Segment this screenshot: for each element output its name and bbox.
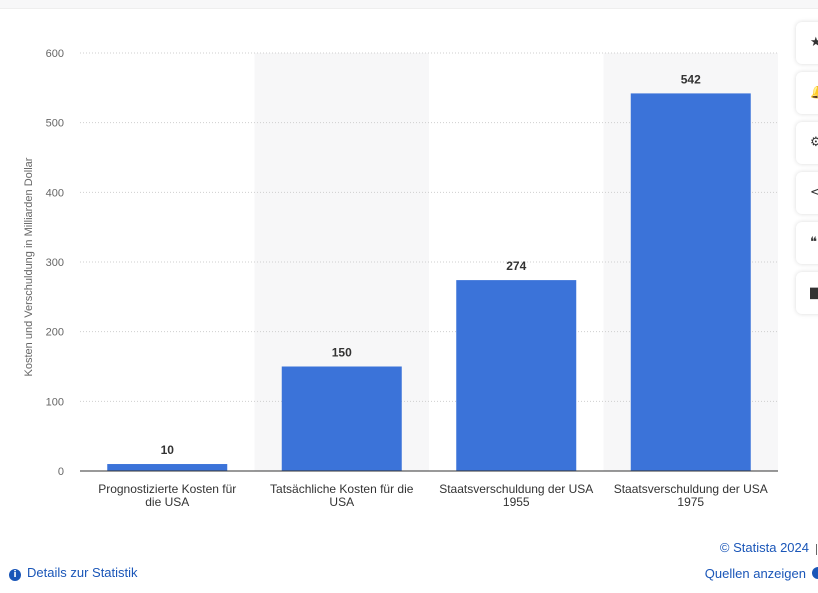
- y-tick-label: 600: [46, 48, 64, 60]
- show-sources-label: Quellen anzeigen: [704, 566, 806, 581]
- x-tick-label: 1955: [503, 495, 530, 509]
- quote-icon: ❝: [810, 236, 817, 250]
- quote-button[interactable]: ❝: [796, 222, 818, 264]
- bar-chart: 0 100 200 300 400 500 600 Kosten und Verschuldu…: [23, 48, 778, 509]
- statistic-details-link[interactable]: i Details zur Statistik: [9, 565, 138, 581]
- print-button[interactable]: ▆: [796, 272, 818, 314]
- bar: [107, 464, 228, 471]
- data-label: 10: [161, 443, 175, 457]
- bar: [456, 280, 577, 471]
- bar: [630, 93, 751, 471]
- y-tick-label: 400: [46, 187, 64, 199]
- share-icon: <: [810, 186, 818, 200]
- y-tick-label: 500: [46, 118, 64, 130]
- x-tick-label: Staatsverschuldung der USA: [439, 482, 593, 496]
- data-label: 542: [681, 72, 701, 86]
- y-axis-label: Kosten und Verschuldung in Milliarden Do…: [23, 157, 35, 376]
- star-button[interactable]: ★: [796, 22, 818, 64]
- x-tick-label: Prognostizierte Kosten für: [98, 482, 236, 496]
- x-tick-label: die USA: [145, 495, 189, 509]
- info-icon: [812, 567, 818, 579]
- print-icon: ▆: [810, 286, 818, 300]
- y-tick-label: 200: [46, 327, 64, 339]
- top-strip: [0, 0, 818, 9]
- gear-icon: ⚙: [810, 136, 818, 150]
- statistic-details-label: Details zur Statistik: [27, 565, 138, 580]
- footer-right: © Statista 2024 Quellen anzeigen: [705, 540, 818, 581]
- x-tick-label: Tatsächliche Kosten für die: [270, 482, 414, 496]
- y-tick-label: 300: [46, 257, 64, 269]
- show-sources-link[interactable]: Quellen anzeigen: [705, 566, 818, 581]
- data-label: 150: [332, 346, 352, 360]
- chart-toolbar: ★ 🔔 ⚙ < ❝ ▆: [796, 22, 818, 322]
- x-tick-label: 1975: [677, 495, 704, 509]
- y-tick-label: 0: [58, 466, 64, 478]
- data-label: 274: [506, 259, 526, 273]
- x-tick-label: USA: [329, 495, 354, 509]
- gear-button[interactable]: ⚙: [796, 122, 818, 164]
- bell-button[interactable]: 🔔: [796, 72, 818, 114]
- share-button[interactable]: <: [796, 172, 818, 214]
- y-tick-label: 100: [46, 396, 64, 408]
- x-tick-label: Staatsverschuldung der USA: [614, 482, 768, 496]
- info-icon: i: [9, 569, 21, 581]
- copyright-text: © Statista 2024: [705, 540, 818, 555]
- bell-icon: 🔔: [810, 86, 818, 100]
- star-icon: ★: [810, 36, 818, 50]
- bar: [281, 366, 402, 471]
